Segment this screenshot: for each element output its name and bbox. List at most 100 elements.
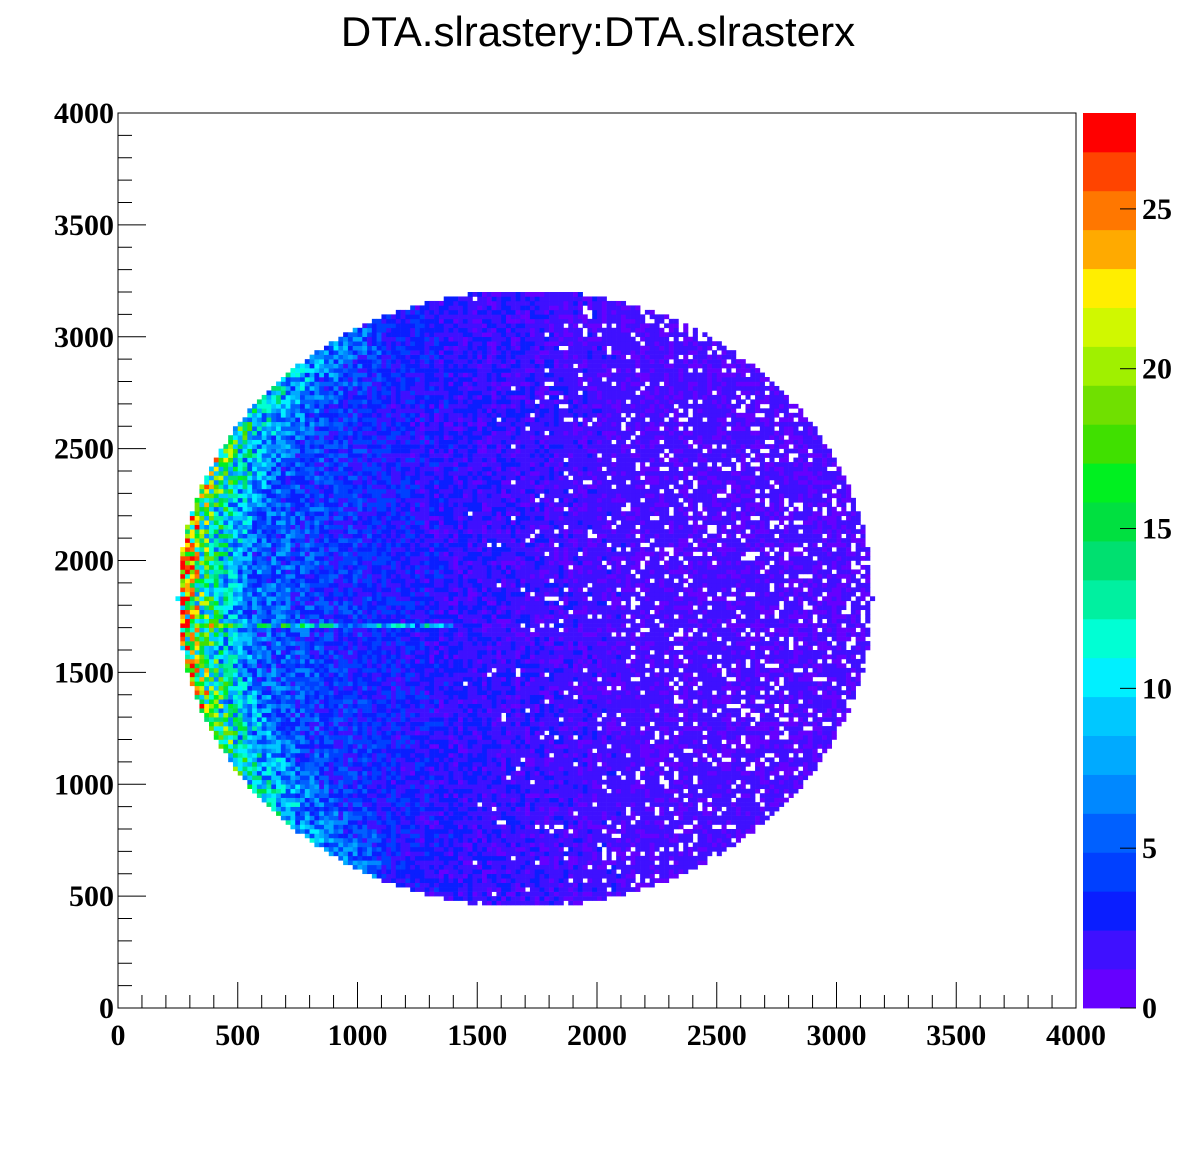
heatmap-cell xyxy=(280,699,286,704)
heatmap-cell xyxy=(400,350,406,355)
heatmap-cell xyxy=(285,752,291,758)
heatmap-cell xyxy=(261,587,267,593)
heatmap-cell xyxy=(237,439,243,445)
heatmap-cell xyxy=(209,667,215,673)
heatmap-cell xyxy=(357,864,363,870)
heatmap-cell xyxy=(357,739,363,745)
heatmap-cell xyxy=(271,484,277,490)
heatmap-cell xyxy=(400,605,406,611)
heatmap-cell xyxy=(189,609,195,615)
heatmap-cell xyxy=(185,623,191,628)
heatmap-cell xyxy=(357,815,363,821)
heatmap-cell xyxy=(410,538,416,543)
heatmap-cell xyxy=(391,457,397,463)
heatmap-cell xyxy=(290,479,296,485)
heatmap-cell xyxy=(285,627,291,633)
heatmap-cell xyxy=(266,623,272,628)
heatmap-cell xyxy=(400,466,406,472)
heatmap-cell xyxy=(419,417,425,423)
heatmap-cell xyxy=(266,462,272,467)
heatmap-cell xyxy=(266,614,272,619)
heatmap-cell xyxy=(232,497,239,503)
heatmap-cell xyxy=(295,462,301,467)
heatmap-cell xyxy=(410,520,416,525)
heatmap-cell xyxy=(213,542,219,548)
heatmap-cell xyxy=(362,475,368,481)
heatmap-cell xyxy=(261,797,267,803)
heatmap-cell xyxy=(204,502,210,508)
heatmap-cell xyxy=(247,564,253,570)
heatmap-cell xyxy=(343,779,349,785)
heatmap-cell xyxy=(276,770,282,776)
heatmap-cell xyxy=(271,667,277,673)
heatmap-cell xyxy=(295,439,301,445)
heatmap-cell xyxy=(347,502,354,508)
heatmap-cell xyxy=(213,506,219,512)
heatmap-cell xyxy=(371,721,377,727)
heatmap-cell xyxy=(400,784,406,790)
heatmap-cell xyxy=(300,569,306,575)
heatmap-cell xyxy=(328,394,334,400)
heatmap-cell xyxy=(276,403,282,409)
heatmap-cell xyxy=(261,560,267,566)
heatmap-cell xyxy=(247,511,253,517)
heatmap-cell xyxy=(386,730,392,736)
heatmap-cell xyxy=(237,667,243,673)
heatmap-cell xyxy=(300,421,306,427)
heatmap-cell xyxy=(376,377,382,382)
heatmap-cell xyxy=(381,650,387,655)
heatmap-cell xyxy=(237,471,243,476)
heatmap-cell xyxy=(400,524,406,530)
heatmap-cell xyxy=(410,748,416,754)
heatmap-cell xyxy=(371,636,377,642)
heatmap-cell xyxy=(338,600,344,606)
heatmap-cell xyxy=(371,864,377,870)
heatmap-cell xyxy=(256,408,262,414)
heatmap-cell xyxy=(242,726,248,731)
heatmap-cell xyxy=(343,627,349,633)
heatmap-cell xyxy=(218,475,224,481)
heatmap-cell xyxy=(314,506,320,512)
heatmap-cell xyxy=(323,600,330,606)
heatmap-cell xyxy=(314,712,320,718)
heatmap-cell xyxy=(362,609,368,615)
heatmap-cell xyxy=(304,524,310,530)
heatmap-cell xyxy=(261,475,267,481)
heatmap-cell xyxy=(204,708,210,713)
heatmap-cell xyxy=(381,412,387,418)
heatmap-cell xyxy=(285,784,291,790)
heatmap-cell xyxy=(347,752,354,758)
heatmap-cell xyxy=(400,547,406,552)
heatmap-cell xyxy=(319,636,325,642)
heatmap-cell xyxy=(376,784,382,790)
heatmap-cell xyxy=(242,439,248,445)
heatmap-cell xyxy=(295,784,301,790)
heatmap-cell xyxy=(252,627,258,633)
heatmap-cell xyxy=(376,542,382,548)
heatmap-cell xyxy=(376,605,382,611)
heatmap-cell xyxy=(209,614,215,619)
heatmap-cell xyxy=(304,681,310,687)
heatmap-cell xyxy=(300,444,306,449)
heatmap-cell xyxy=(271,779,277,785)
heatmap-cell xyxy=(395,435,401,440)
heatmap-cell xyxy=(252,708,258,713)
heatmap-cell xyxy=(309,806,315,812)
heatmap-cell xyxy=(419,497,425,503)
heatmap-cell xyxy=(237,475,243,481)
heatmap-cell xyxy=(304,757,310,763)
heatmap-cell xyxy=(189,564,195,570)
heatmap-cell xyxy=(266,775,272,781)
heatmap-cell xyxy=(280,681,286,687)
heatmap-cell xyxy=(419,761,425,767)
heatmap-cell xyxy=(414,676,421,682)
heatmap-cell xyxy=(247,457,253,463)
heatmap-cell xyxy=(300,466,306,472)
heatmap-cell xyxy=(414,694,421,700)
heatmap-cell xyxy=(304,721,310,727)
heatmap-cell xyxy=(328,618,334,624)
heatmap-cell xyxy=(304,399,310,405)
heatmap-cell xyxy=(209,488,215,494)
heatmap-cell xyxy=(352,560,358,566)
heatmap-cell xyxy=(204,573,210,579)
